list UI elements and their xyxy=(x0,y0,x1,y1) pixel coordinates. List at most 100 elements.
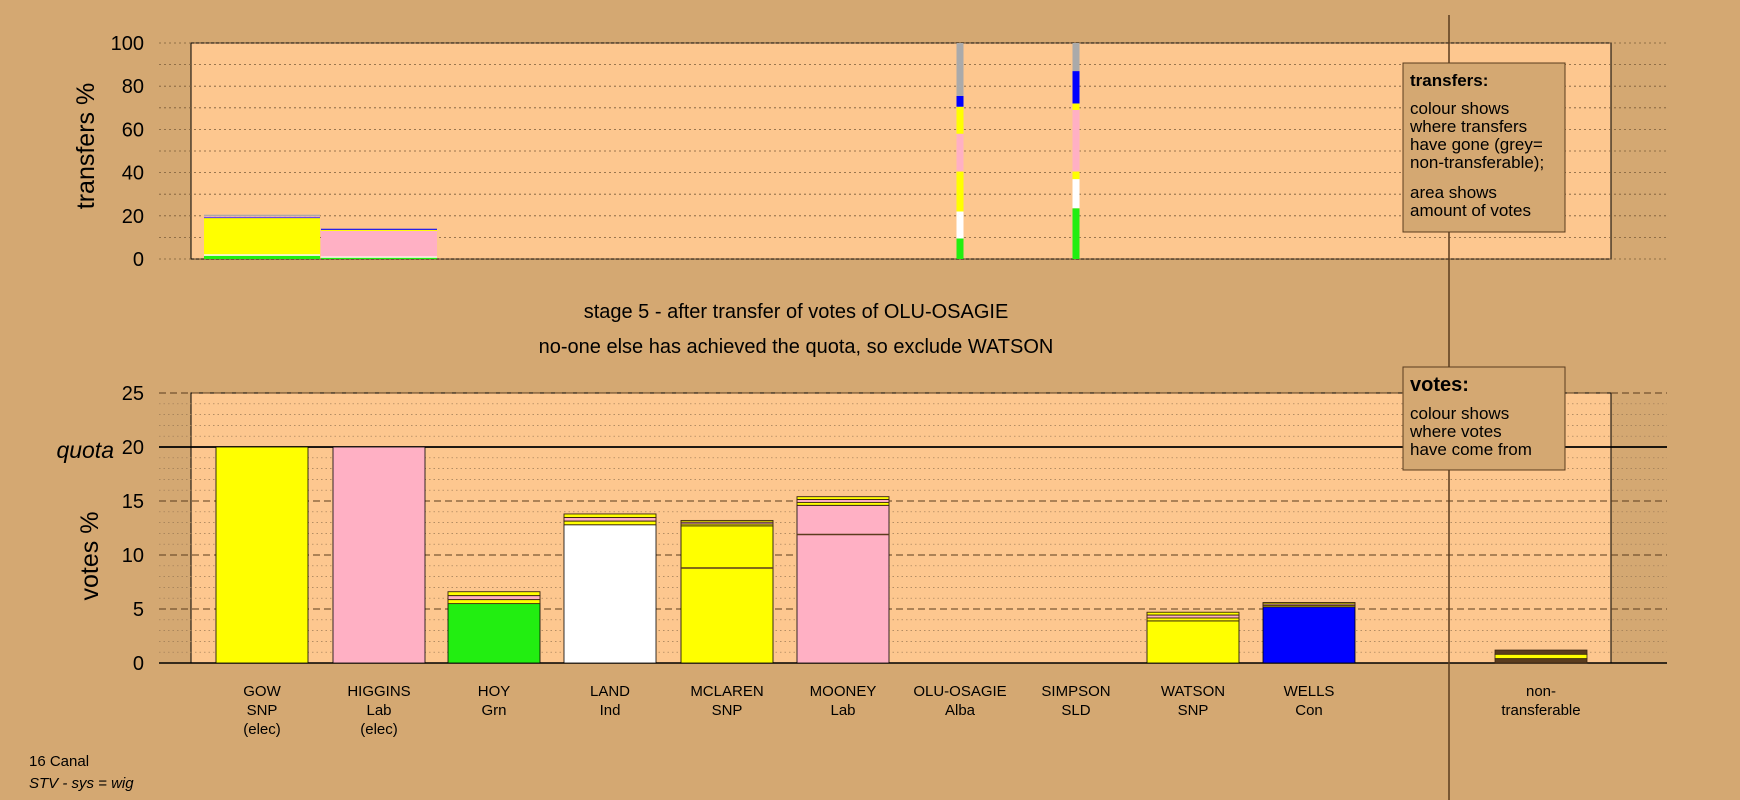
vote-transfer-layer xyxy=(1262,604,1356,608)
transfer-segment xyxy=(204,217,320,255)
transfer-segment xyxy=(956,238,964,259)
vote-transfer-layer xyxy=(563,520,657,526)
votes-y-tick-label: 5 xyxy=(133,599,144,621)
transfer-segment xyxy=(321,257,437,259)
nontransferable-layer xyxy=(1494,658,1588,664)
transfer-segment xyxy=(204,214,320,217)
stage-caption-line1: stage 5 - after transfer of votes of OLU… xyxy=(584,301,1009,323)
transfer-segment xyxy=(956,133,964,172)
candidate-name: WATSON xyxy=(1161,683,1225,700)
votes-y-tick-label: 15 xyxy=(122,491,144,513)
nontransferable-layer xyxy=(1494,653,1588,660)
transfer-segment xyxy=(204,216,320,218)
candidate-note: (elec) xyxy=(360,721,398,738)
vote-transfer-layer xyxy=(680,523,774,527)
votes-legend: votes: colour shows where votes have com… xyxy=(1402,366,1566,471)
footer-system: STV - sys = wig xyxy=(29,775,134,792)
transfers-legend-line: have gone (grey= xyxy=(1410,135,1543,154)
vote-bar xyxy=(1262,606,1356,664)
transfer-segment xyxy=(956,171,964,212)
vote-bar xyxy=(1146,620,1240,664)
candidate-name: MCLAREN xyxy=(690,683,763,700)
transfer-segment xyxy=(321,229,437,231)
votes-y-axis-label: votes % xyxy=(76,512,104,601)
candidate-party: SNP xyxy=(247,702,278,719)
candidate-name: HIGGINS xyxy=(347,683,410,700)
candidate-labels: GOW SNP (elec) HIGGINS Lab (elec) HOY Grn LAND In… xyxy=(243,683,1580,738)
nontransferable-layer xyxy=(1494,649,1588,655)
transfers-y-tick-label: 40 xyxy=(122,163,144,185)
transfers-y-tick-label: 80 xyxy=(122,76,144,98)
votes-y-tick-label: 10 xyxy=(122,545,144,567)
candidate-name: HOY xyxy=(478,683,511,700)
votes-y-tick-label: 20 xyxy=(122,437,144,459)
transfers-legend-line: colour shows xyxy=(1410,99,1509,118)
candidate-party: Ind xyxy=(600,702,621,719)
transfers-legend-line: where transfers xyxy=(1409,117,1527,136)
candidate-name: MOONEY xyxy=(810,683,877,700)
transfer-segment xyxy=(1072,208,1080,259)
candidate-name: SIMPSON xyxy=(1041,683,1110,700)
vote-bar xyxy=(332,446,426,664)
votes-legend-line: colour shows xyxy=(1410,404,1509,423)
vote-transfer-layer xyxy=(1146,617,1240,622)
transfer-segment xyxy=(1072,103,1080,110)
transfers-y-tick-label: 20 xyxy=(122,206,144,228)
transfer-segment xyxy=(1072,171,1080,180)
transfers-y-tick-label: 100 xyxy=(111,33,144,55)
vote-bar xyxy=(447,603,541,664)
transfer-segment xyxy=(204,254,320,256)
candidate-party: SNP xyxy=(1178,702,1209,719)
transfer-segment xyxy=(1072,43,1080,72)
transfers-legend-line: area shows xyxy=(1410,183,1497,202)
vote-transfer-layer xyxy=(563,517,657,522)
candidate-party: Lab xyxy=(830,702,855,719)
candidate-note: (elec) xyxy=(243,721,281,738)
transfer-segment xyxy=(956,106,964,134)
transfers-y-axis-label: transfers % xyxy=(72,83,100,209)
footer-ward: 16 Canal xyxy=(29,753,89,770)
quota-label: quota xyxy=(56,437,114,463)
vote-transfer-layer xyxy=(447,599,541,605)
vote-transfer-layer xyxy=(563,513,657,519)
votes-legend-line: have come from xyxy=(1410,440,1532,459)
votes-bars xyxy=(215,446,1588,664)
vote-bar xyxy=(680,525,774,664)
transfer-segment xyxy=(1072,179,1080,209)
candidate-party: SNP xyxy=(712,702,743,719)
votes-y-ticks: 0 5 10 15 20 25 xyxy=(122,383,144,675)
transfers-y-tick-label: 60 xyxy=(122,119,144,141)
nontransferable-label: non- xyxy=(1526,683,1556,700)
vote-transfer-layer xyxy=(447,595,541,601)
candidate-name: LAND xyxy=(590,683,630,700)
candidate-party: SLD xyxy=(1061,702,1090,719)
transfers-y-ticks: 0 20 40 60 80 100 xyxy=(111,33,144,271)
votes-y-tick-label: 0 xyxy=(133,653,144,675)
candidate-name: WELLS xyxy=(1284,683,1335,700)
transfer-segment xyxy=(956,43,964,96)
nontransferable-label: transferable xyxy=(1501,702,1580,719)
transfer-segment xyxy=(956,211,964,239)
vote-bar xyxy=(563,524,657,664)
transfer-segment xyxy=(321,228,437,230)
vote-transfer-layer xyxy=(447,591,541,597)
transfer-segment xyxy=(204,255,320,259)
transfers-y-tick-label: 0 xyxy=(133,249,144,271)
candidate-party: Grn xyxy=(481,702,506,719)
votes-y-tick-label: 25 xyxy=(122,383,144,405)
transfer-segment xyxy=(956,95,964,107)
transfers-legend-title: transfers: xyxy=(1410,71,1488,90)
transfer-segment xyxy=(321,230,437,257)
vote-bar xyxy=(796,504,890,664)
transfer-segment xyxy=(321,256,437,258)
votes-legend-title: votes: xyxy=(1410,374,1469,396)
votes-legend-line: where votes xyxy=(1409,422,1502,441)
transfer-segment xyxy=(1072,71,1080,104)
candidate-name: GOW xyxy=(243,683,281,700)
transfers-legend: transfers: colour shows where transfers … xyxy=(1402,62,1566,233)
candidate-party: Lab xyxy=(366,702,391,719)
candidate-party: Con xyxy=(1295,702,1323,719)
transfers-legend-line: non-transferable); xyxy=(1410,153,1544,172)
vote-transfer-layer xyxy=(796,501,890,506)
